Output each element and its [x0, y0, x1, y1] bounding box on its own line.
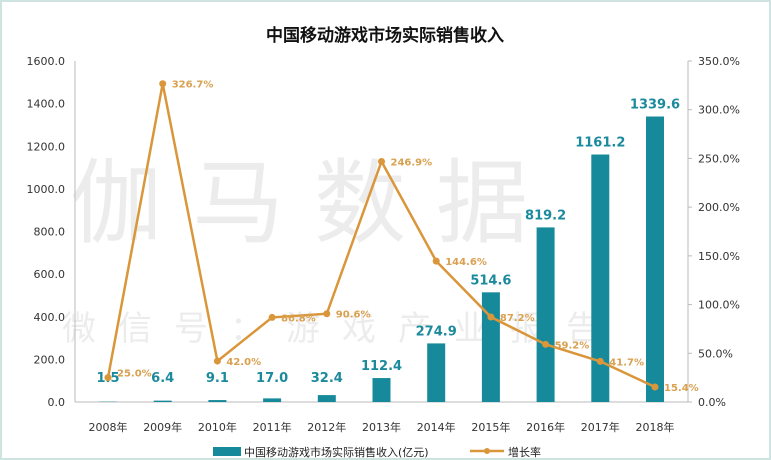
y-left-tick: 0.0 [48, 396, 66, 409]
y-right-tick: 0.0% [698, 396, 726, 409]
y-right-tick: 150.0% [698, 250, 740, 263]
y-right-tick: 300.0% [698, 104, 740, 117]
growth-label: 246.9% [391, 157, 433, 168]
y-right-tick: 250.0% [698, 152, 740, 165]
y-left-tick: 1600.0 [27, 55, 66, 68]
growth-point [159, 80, 167, 88]
x-tick: 2017年 [581, 420, 620, 434]
y-right-tick: 100.0% [698, 299, 740, 312]
watermark-main: 伽马数据 [70, 150, 558, 257]
bar-label: 6.4 [151, 371, 174, 386]
bar-label: 274.9 [416, 324, 457, 339]
x-tick: 2015年 [471, 420, 510, 434]
growth-point [323, 310, 331, 318]
growth-point [542, 340, 550, 348]
x-tick: 2012年 [307, 420, 346, 434]
growth-point [432, 257, 440, 265]
y-right-tick: 350.0% [698, 55, 740, 68]
y-left-tick: 1000.0 [27, 183, 66, 196]
y-left-tick: 400.0 [34, 311, 66, 324]
growth-label: 326.7% [172, 80, 214, 91]
growth-point [596, 357, 604, 365]
y-left-tick: 800.0 [34, 226, 66, 239]
growth-label: 25.0% [117, 369, 152, 380]
bar-label: 32.4 [311, 371, 343, 386]
y-left-tick: 600.0 [34, 268, 66, 281]
bar [372, 378, 391, 402]
y-left-tick: 200.0 [34, 353, 66, 366]
growth-label: 90.6% [336, 310, 371, 321]
chart-title: 中国移动游戏市场实际销售收入 [266, 25, 504, 46]
y-right-tick: 200.0% [698, 201, 740, 214]
bar-label: 112.4 [361, 359, 402, 374]
growth-label: 15.4% [664, 383, 699, 394]
x-tick: 2008年 [89, 420, 128, 434]
growth-label: 41.7% [609, 357, 644, 368]
legend-line-marker [484, 448, 490, 454]
bar-label: 9.1 [206, 371, 229, 386]
growth-label: 87.2% [500, 313, 535, 324]
bar [153, 400, 172, 402]
bar [427, 343, 446, 402]
growth-point [487, 313, 495, 321]
bar [591, 154, 610, 402]
bar [646, 116, 664, 403]
bar-label: 1339.6 [630, 97, 680, 112]
bar [481, 292, 500, 402]
growth-point [104, 374, 112, 382]
x-tick: 2011年 [253, 420, 292, 434]
growth-label: 59.2% [555, 340, 590, 351]
y-right-tick: 50.0% [698, 347, 733, 360]
x-tick: 2010年 [198, 420, 237, 434]
growth-label: 144.6% [445, 257, 487, 268]
legend-bar-swatch [213, 447, 241, 456]
growth-point [378, 157, 385, 165]
watermark-sub: 微信号：游戏产业报告 [62, 309, 622, 349]
bar-label: 514.6 [470, 273, 511, 288]
x-tick: 2013年 [362, 420, 401, 434]
bar-label: 1161.2 [575, 136, 625, 151]
growth-point [213, 357, 221, 365]
bar-label: 819.2 [525, 208, 566, 223]
legend: 中国移动游戏市场实际销售收入(亿元) 增长率 [213, 445, 541, 459]
x-tick: 2018年 [636, 420, 675, 434]
bar [536, 227, 555, 402]
bar [317, 395, 336, 402]
x-tick: 2009年 [143, 420, 182, 434]
growth-label: 42.0% [226, 357, 261, 368]
legend-line-label: 增长率 [508, 445, 541, 459]
x-tick: 2016年 [526, 420, 565, 434]
bar [263, 398, 282, 402]
x-tick: 2014年 [417, 420, 456, 434]
y-left-tick: 1400.0 [27, 98, 66, 111]
bar-label: 17.0 [256, 371, 288, 386]
bar [208, 400, 227, 402]
growth-label: 86.8% [281, 313, 316, 324]
y-left-tick: 1200.0 [27, 140, 66, 153]
growth-point [651, 383, 659, 391]
growth-point [268, 313, 276, 321]
legend-bar-label: 中国移动游戏市场实际销售收入(亿元) [244, 445, 429, 459]
